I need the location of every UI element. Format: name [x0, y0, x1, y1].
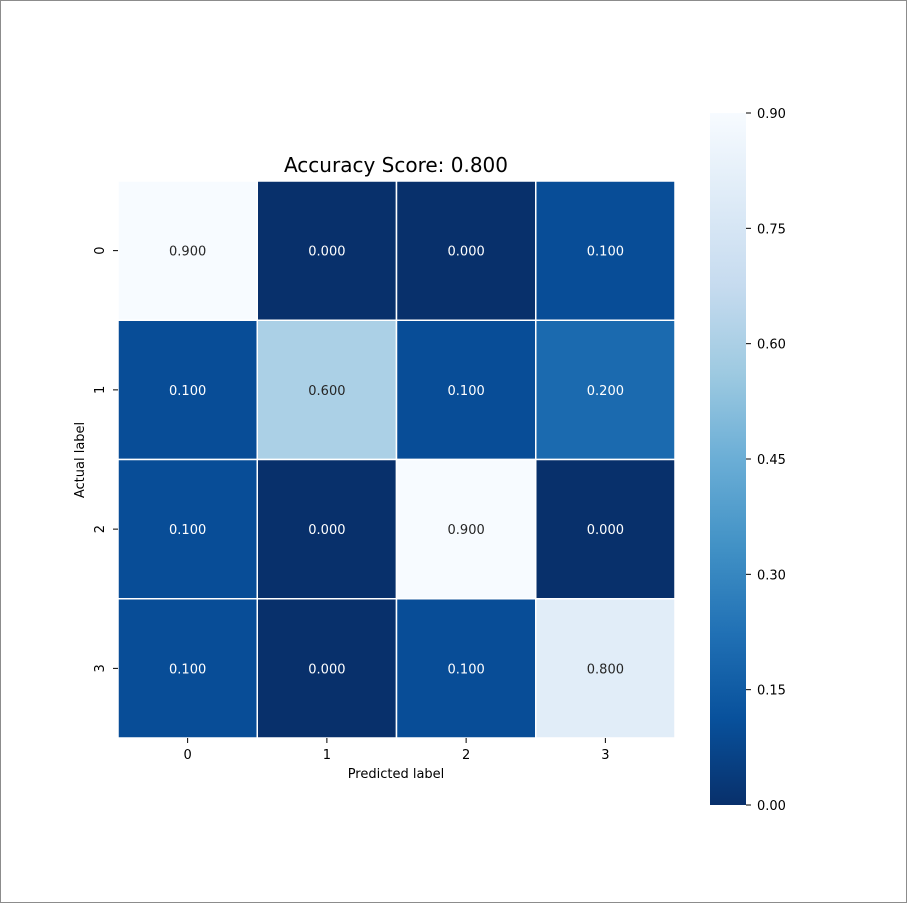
- colorbar-tick-label: 0.90: [757, 107, 786, 122]
- heatmap-cell: [535, 598, 676, 739]
- y-tick-label: 0: [93, 246, 108, 254]
- cell-value-label: 0.200: [587, 384, 624, 399]
- cell-value-label: 0.900: [448, 523, 485, 538]
- heatmap-cell: [395, 180, 537, 321]
- colorbar-tick-label: 0.60: [757, 338, 786, 353]
- y-tick-label: 2: [93, 525, 108, 533]
- heatmap-cell: [117, 180, 258, 321]
- y-tick-label: 3: [93, 664, 108, 672]
- cell-value-label: 0.100: [169, 384, 206, 399]
- colorbar-tick-label: 0.45: [757, 453, 786, 468]
- cell-value-label: 0.000: [308, 662, 345, 677]
- colorbar-tick-label: 0.00: [757, 799, 786, 814]
- colorbar-tick-label: 0.75: [757, 222, 786, 237]
- x-axis-label: Predicted label: [348, 767, 445, 782]
- cell-value-label: 0.100: [448, 662, 485, 677]
- heatmap-cell: [535, 319, 676, 461]
- x-tick-label: 0: [183, 748, 191, 763]
- heatmap-cell: [395, 598, 537, 739]
- cell-value-label: 0.000: [448, 245, 485, 260]
- cell-value-label: 0.600: [308, 384, 345, 399]
- colorbar: [710, 113, 746, 805]
- cell-value-label: 0.800: [587, 662, 624, 677]
- heatmap-cell: [256, 598, 398, 739]
- cell-value-label: 0.000: [587, 523, 624, 538]
- colorbar-ticks: 0.00 0.15 0.30 0.45 0.60 0.75 0.90: [746, 107, 786, 814]
- heatmap-cells: 0.900 0.000 0.000 0.100 0.100 0.600 0.100 0.200…: [117, 180, 676, 739]
- cell-value-label: 0.000: [308, 523, 345, 538]
- cell-value-label: 0.100: [587, 245, 624, 260]
- x-tick-label: 2: [462, 748, 470, 763]
- cell-value-label: 0.100: [169, 662, 206, 677]
- heatmap-cell: [256, 180, 398, 321]
- y-axis-label: Actual label: [73, 422, 88, 498]
- cell-value-label: 0.000: [308, 245, 345, 260]
- y-axis-ticks: 0 1 2 3: [93, 246, 118, 673]
- heatmap-cell: [117, 598, 258, 739]
- heatmap-cell: [117, 319, 258, 461]
- heatmap-cell: [256, 458, 398, 600]
- cell-value-label: 0.100: [169, 523, 206, 538]
- y-tick-label: 1: [93, 386, 108, 394]
- chart-title: Accuracy Score: 0.800: [284, 153, 508, 177]
- heatmap-cell: [535, 458, 676, 600]
- x-tick-label: 3: [601, 748, 609, 763]
- heatmap-cell: [256, 319, 398, 461]
- x-axis-ticks: 0 1 2 3: [183, 738, 610, 763]
- heatmap-cell: [535, 180, 676, 321]
- cell-value-label: 0.100: [448, 384, 485, 399]
- colorbar-tick-label: 0.15: [757, 684, 786, 699]
- x-tick-label: 1: [323, 748, 331, 763]
- cell-value-label: 0.900: [169, 245, 206, 260]
- colorbar-tick-label: 0.30: [757, 568, 786, 583]
